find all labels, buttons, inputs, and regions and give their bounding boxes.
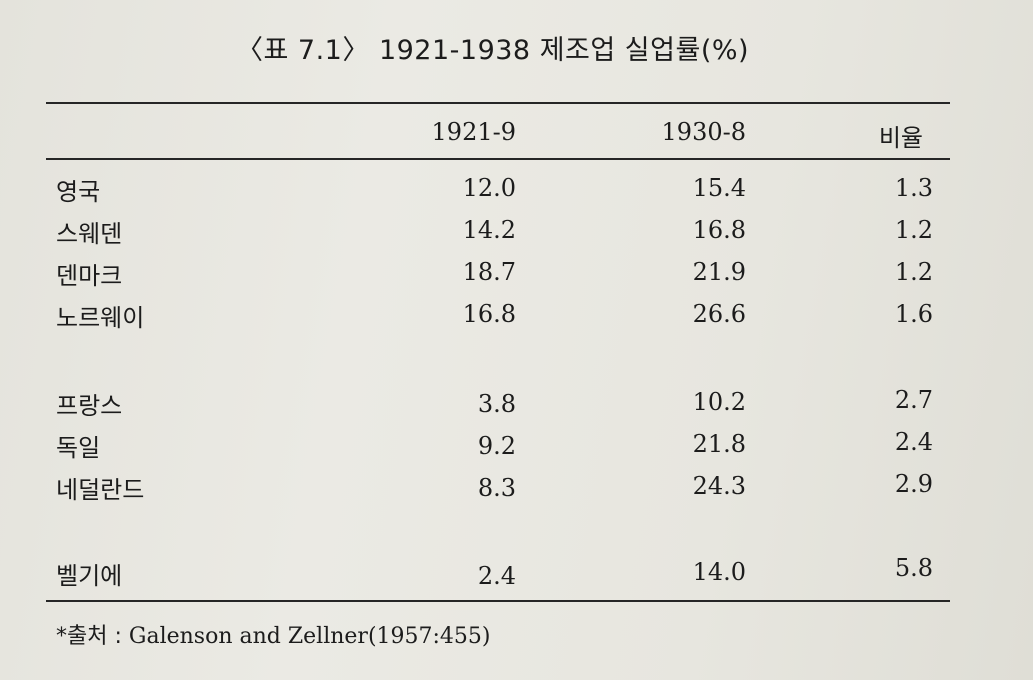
cell-norway-1921-9: 16.8 bbox=[462, 300, 516, 328]
cell-netherlands-1930-8: 24.3 bbox=[692, 472, 746, 500]
cell-france-1930-8: 10.2 bbox=[692, 388, 746, 416]
cell-france-ratio: 2.7 bbox=[894, 386, 933, 414]
column-header-1921-9: 1921-9 bbox=[431, 118, 516, 146]
cell-sweden-1921-9: 14.2 bbox=[462, 216, 516, 244]
cell-norway-ratio: 1.6 bbox=[894, 300, 933, 328]
header-rule bbox=[46, 158, 950, 160]
cell-netherlands-ratio: 2.9 bbox=[894, 470, 933, 498]
cell-uk-ratio: 1.3 bbox=[894, 174, 933, 202]
cell-sweden-ratio: 1.2 bbox=[894, 216, 933, 244]
cell-germany-1921-9: 9.2 bbox=[477, 432, 516, 460]
row-country-france: 프랑스 bbox=[56, 392, 123, 420]
table-title: 〈표 7.1〉 1921-1938 제조업 실업률(%) bbox=[236, 35, 750, 66]
source-label: *출처 : bbox=[56, 624, 129, 649]
source-note: *출처 : Galenson and Zellner(1957:455) bbox=[56, 618, 491, 650]
cell-uk-1921-9: 12.0 bbox=[462, 174, 516, 202]
top-rule bbox=[46, 102, 950, 104]
cell-france-1921-9: 3.8 bbox=[477, 390, 516, 418]
row-country-norway: 노르웨이 bbox=[56, 304, 145, 332]
row-country-germany: 독일 bbox=[56, 434, 101, 462]
cell-belgium-ratio: 5.8 bbox=[894, 554, 933, 582]
row-country-denmark: 덴마크 bbox=[56, 262, 123, 290]
cell-sweden-1930-8: 16.8 bbox=[692, 216, 746, 244]
row-country-belgium: 벨기에 bbox=[56, 562, 123, 590]
cell-uk-1930-8: 15.4 bbox=[692, 174, 746, 202]
bottom-rule bbox=[46, 600, 950, 602]
cell-netherlands-1921-9: 8.3 bbox=[477, 474, 516, 502]
cell-germany-ratio: 2.4 bbox=[894, 428, 933, 456]
column-header-ratio: 비율 bbox=[878, 124, 923, 152]
column-header-1930-8: 1930-8 bbox=[661, 118, 746, 146]
cell-denmark-1930-8: 21.9 bbox=[692, 258, 746, 286]
cell-belgium-1921-9: 2.4 bbox=[477, 562, 516, 590]
row-country-sweden: 스웨덴 bbox=[56, 220, 123, 248]
row-country-uk: 영국 bbox=[56, 178, 101, 206]
row-country-netherlands: 네덜란드 bbox=[56, 476, 145, 504]
source-citation: Galenson and Zellner(1957:455) bbox=[128, 624, 491, 649]
cell-norway-1930-8: 26.6 bbox=[692, 300, 746, 328]
cell-germany-1930-8: 21.8 bbox=[692, 430, 746, 458]
cell-denmark-ratio: 1.2 bbox=[894, 258, 933, 286]
cell-denmark-1921-9: 18.7 bbox=[462, 258, 516, 286]
cell-belgium-1930-8: 14.0 bbox=[692, 558, 746, 586]
